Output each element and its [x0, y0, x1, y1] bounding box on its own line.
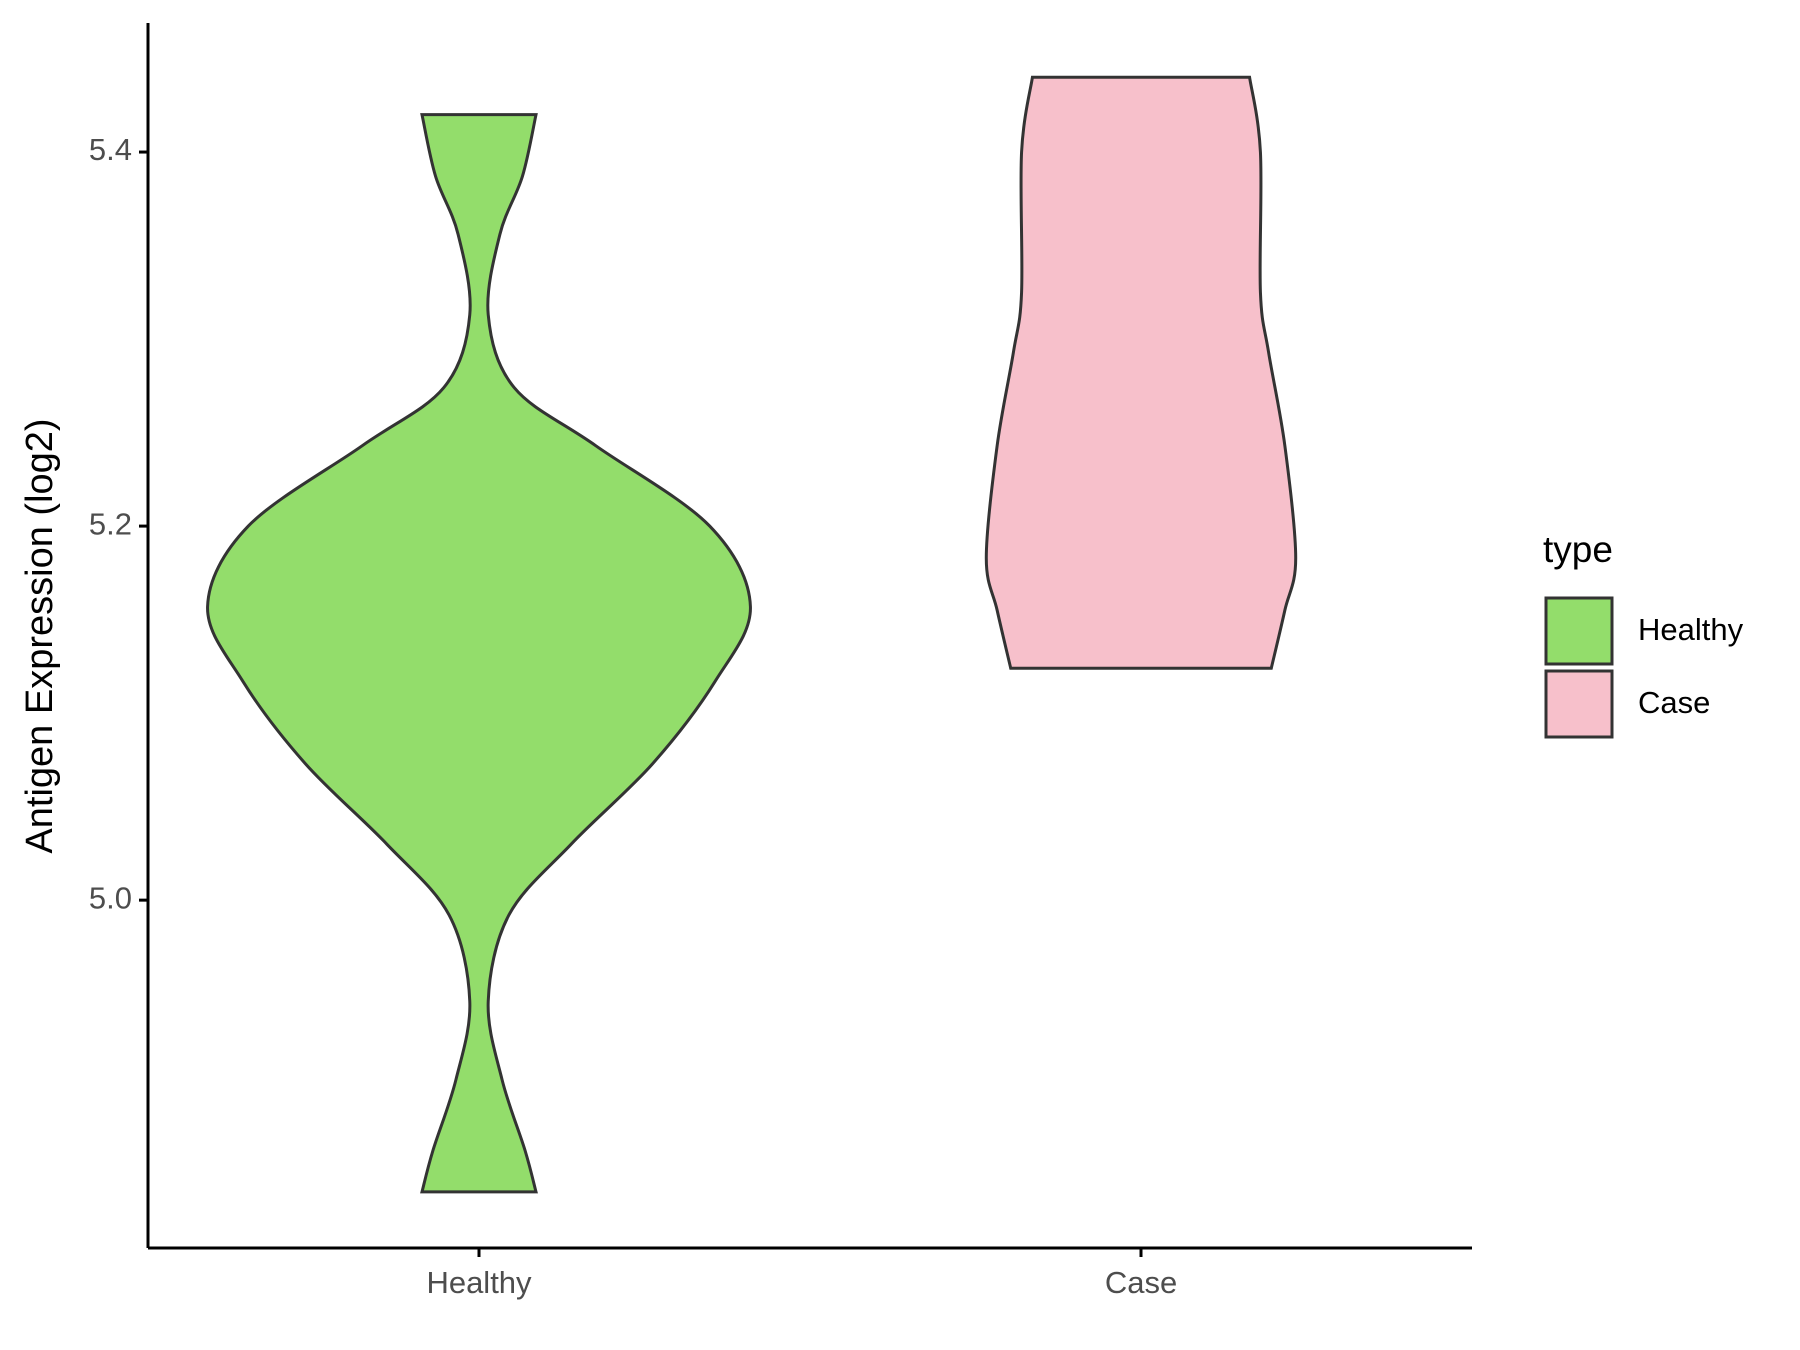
violin [206, 113, 752, 1194]
violin [984, 75, 1298, 670]
x-tick-label: Healthy [426, 1265, 532, 1300]
x-tick-label: Case [1105, 1265, 1177, 1300]
legend-swatch [1544, 669, 1614, 739]
y-axis-label: Antigen Expression (log2) [19, 418, 61, 853]
legend-label: Case [1638, 685, 1710, 720]
y-tick-label: 5.2 [89, 506, 132, 541]
y-tick-label: 5.0 [89, 880, 132, 915]
legend-title: type [1543, 529, 1613, 570]
legend-swatch [1544, 596, 1614, 666]
legend-label: Healthy [1638, 612, 1744, 647]
y-tick-label: 5.4 [89, 132, 132, 167]
